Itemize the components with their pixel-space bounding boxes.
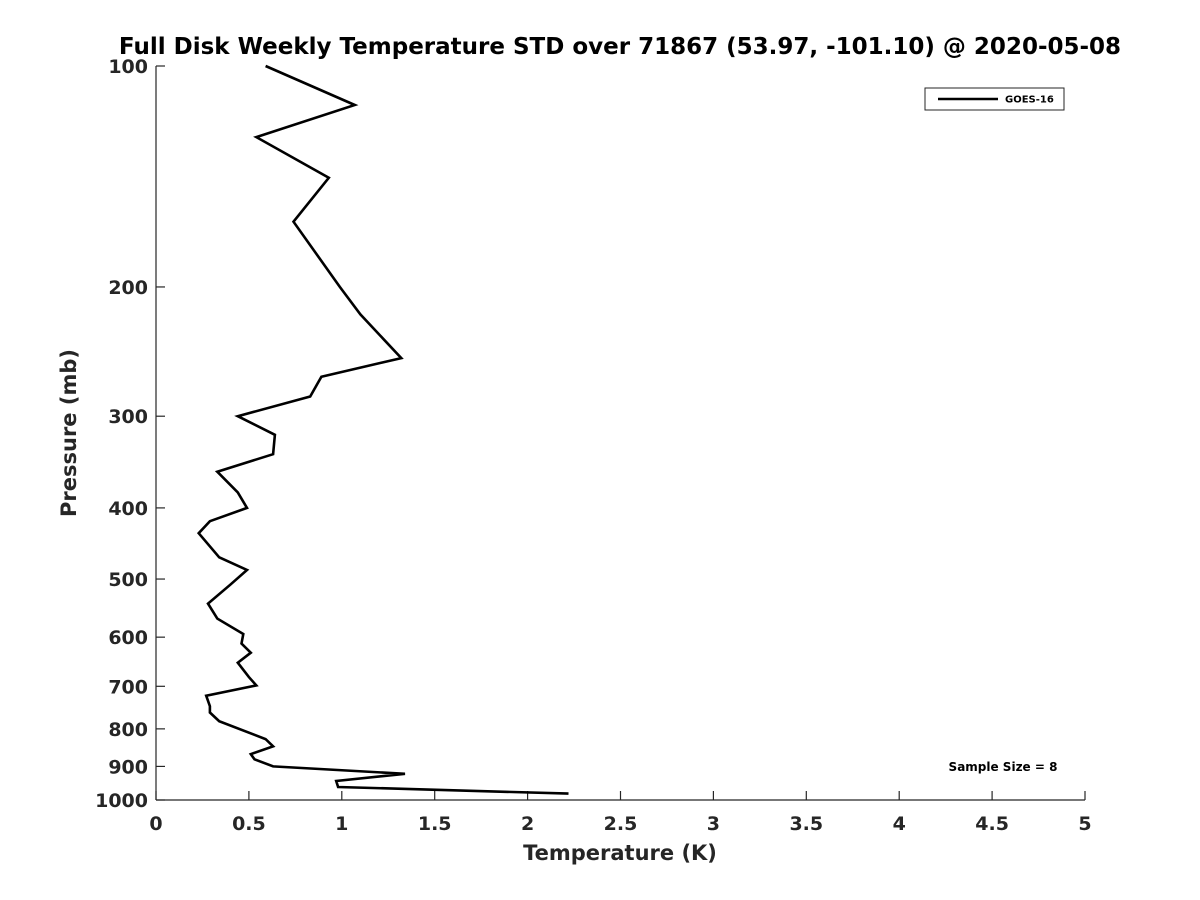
chart-title: Full Disk Weekly Temperature STD over 71… [119, 34, 1121, 60]
x-tick-label: 3.5 [789, 813, 823, 835]
x-tick-label: 1 [335, 813, 348, 835]
x-tick-label: 1.5 [418, 813, 452, 835]
y-axis-label: Pressure (mb) [57, 349, 81, 517]
y-tick-label: 300 [108, 406, 148, 428]
x-tick-label: 2.5 [604, 813, 638, 835]
x-tick-label: 4 [893, 813, 906, 835]
y-ticks: 100 200 300 400 500 600 700 800 900 1000 [95, 56, 165, 812]
y-tick-label: 400 [108, 498, 148, 520]
legend-label: GOES-16 [1005, 95, 1054, 106]
x-tick-label: 3 [707, 813, 720, 835]
series-layer [196, 64, 569, 795]
y-tick-label: 800 [108, 719, 148, 741]
y-tick-label: 600 [108, 627, 148, 649]
x-tick-label: 2 [521, 813, 534, 835]
legend: GOES-16 [924, 87, 1065, 111]
x-tick-label: 5 [1078, 813, 1091, 835]
x-tick-label: 0.5 [232, 813, 266, 835]
x-ticks: 0 0.5 1 1.5 2 2.5 3 3.5 4 4.5 5 [149, 791, 1092, 835]
y-tick-label: 900 [108, 756, 148, 778]
x-axis-label: Temperature (K) [523, 841, 717, 865]
y-tick-label: 200 [108, 277, 148, 299]
y-tick-label: 500 [108, 569, 148, 591]
x-tick-label: 4.5 [975, 813, 1009, 835]
sample-size-annotation: Sample Size = 8 [949, 760, 1058, 774]
y-tick-label: 100 [108, 56, 148, 78]
x-tick-label: 0 [149, 813, 162, 835]
y-tick-label: 700 [108, 676, 148, 698]
series-line-0 [196, 64, 569, 795]
y-tick-label: 1000 [95, 790, 148, 812]
